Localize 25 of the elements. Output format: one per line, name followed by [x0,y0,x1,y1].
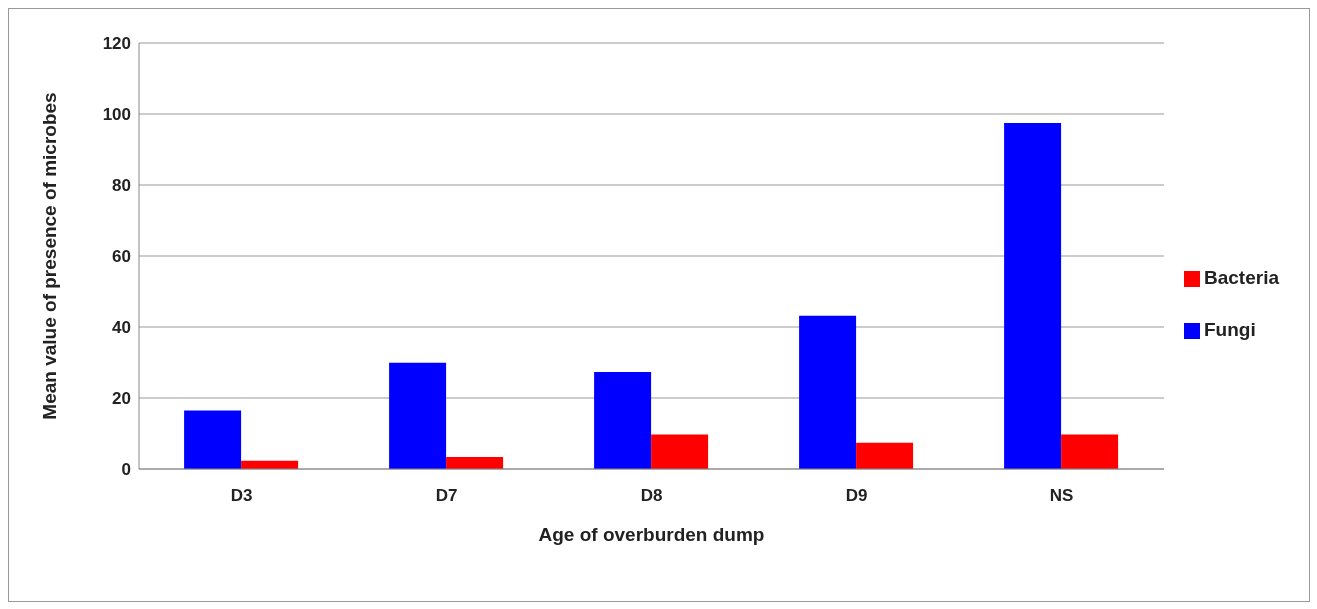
y-tick-label: 0 [121,460,131,480]
y-tick-label: 100 [102,105,131,125]
x-tick-label: NS [1049,486,1074,506]
y-tick-label: 40 [112,318,131,338]
x-tick-label: D8 [640,486,663,506]
bar [651,434,709,469]
x-axis-title: Age of overburden dump [538,524,765,545]
y-tick-label: 80 [112,176,131,196]
x-tick-label: D7 [435,486,458,506]
bar [799,315,857,469]
bar [389,362,447,469]
bar [446,456,504,469]
y-tick-label: 60 [112,247,131,267]
x-tick-label: D3 [230,486,253,506]
bar [856,442,914,469]
y-tick-label: 120 [102,34,131,54]
y-tick-label: 20 [112,389,131,409]
bar [594,372,652,469]
bar [1061,434,1119,469]
bar [184,410,242,469]
bar [1004,122,1062,469]
legend-label: Fungi [1204,319,1256,340]
legend-label: Bacteria [1204,267,1279,288]
x-tick-label: D9 [845,486,868,506]
y-axis-title: Mean value of presence of microbes [38,92,60,420]
